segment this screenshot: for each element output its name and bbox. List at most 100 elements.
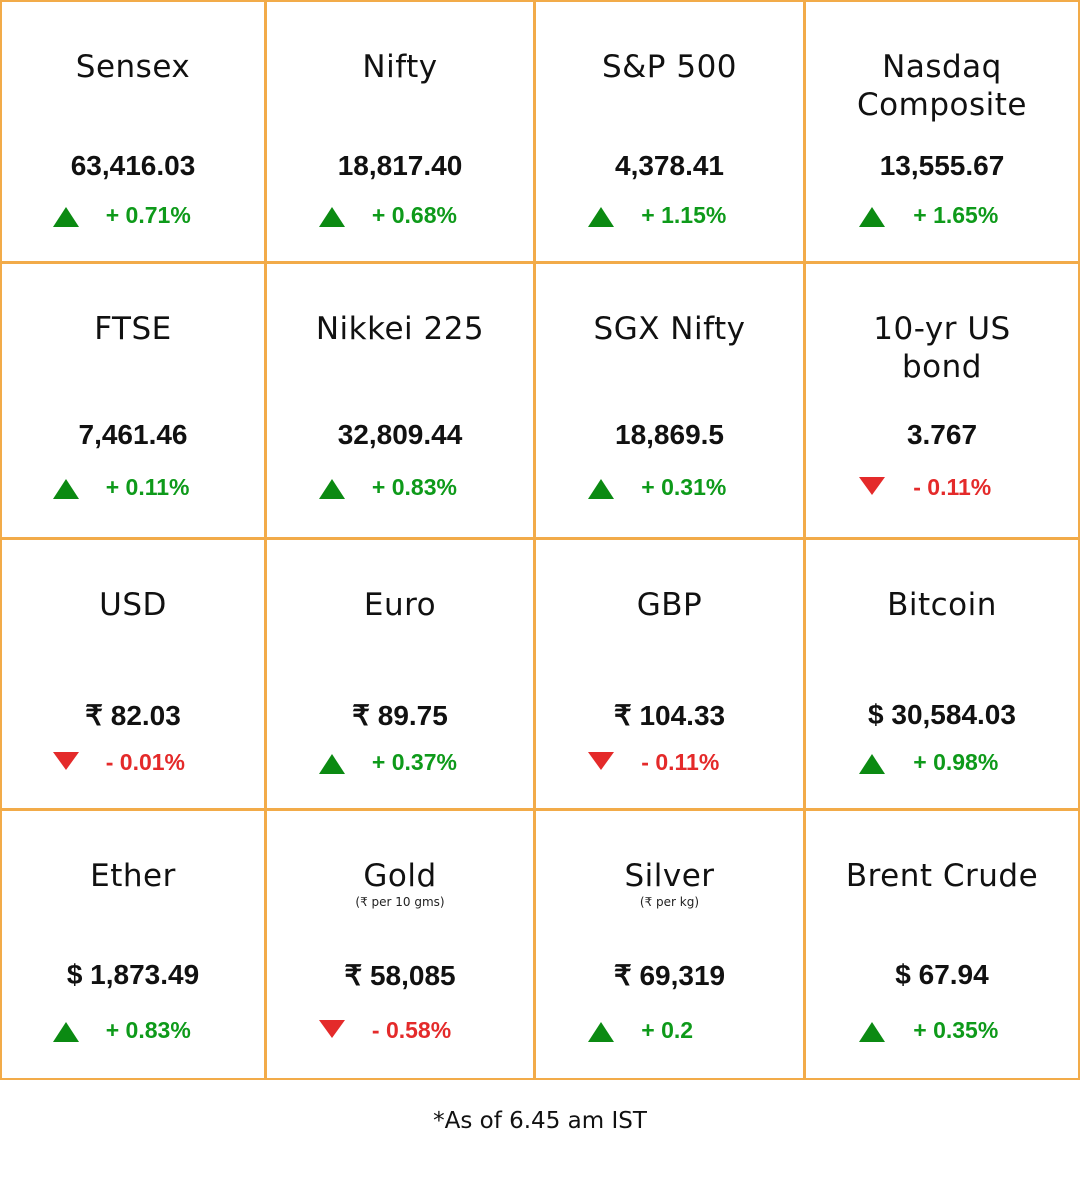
instrument-value: 18,869.5 xyxy=(615,419,724,450)
market-cell-silver: Silver (₹ per kg) ₹ 69,319 + 0.2 xyxy=(534,809,805,1080)
market-cell-sgx-nifty: SGX Nifty 18,869.5 + 0.31% xyxy=(534,262,805,539)
instrument-value: ₹ 69,319 xyxy=(613,960,726,991)
change-percent: + 0.68% xyxy=(371,202,457,228)
change-percent: + 0.83% xyxy=(105,1017,191,1043)
instrument-unit: (₹ per kg) xyxy=(639,895,700,909)
instrument-value: $ 30,584.03 xyxy=(868,699,1016,730)
instrument-value: 7,461.46 xyxy=(78,419,188,450)
instrument-name: Ether xyxy=(90,858,176,894)
change-row: + 0.31% xyxy=(536,474,803,504)
change-row: + 0.83% xyxy=(2,1017,264,1047)
change-row: + 0.98% xyxy=(806,749,1078,779)
arrow-up-icon xyxy=(52,207,79,227)
change-percent: + 0.83% xyxy=(371,474,457,500)
instrument-value: 3.767 xyxy=(906,419,978,450)
market-cell-gbp: GBP ₹ 104.33 - 0.11% xyxy=(534,538,805,810)
market-cell-nasdaq-composite: Nasdaq Composite 13,555.67 + 1.65% xyxy=(804,0,1080,263)
market-cell-sensex: Sensex 63,416.03 + 0.71% xyxy=(0,0,266,263)
instrument-name: Sensex xyxy=(75,49,191,85)
arrow-up-icon xyxy=(318,479,345,499)
change-row: + 0.2 xyxy=(536,1017,803,1047)
instrument-unit: (₹ per 10 gms) xyxy=(355,895,445,909)
change-percent: - 0.11% xyxy=(913,474,992,500)
market-cell-gold: Gold (₹ per 10 gms) ₹ 58,085 - 0.58% xyxy=(265,809,535,1080)
arrow-up-icon xyxy=(587,1022,614,1042)
arrow-up-icon xyxy=(859,754,885,774)
instrument-value: 4,378.41 xyxy=(615,150,724,181)
change-percent: - 0.01% xyxy=(105,749,185,775)
instrument-value: 18,817.40 xyxy=(337,150,463,181)
market-cell-bitcoin: Bitcoin $ 30,584.03 + 0.98% xyxy=(804,538,1080,810)
instrument-name: Gold xyxy=(363,858,437,894)
change-row: - 0.01% xyxy=(2,749,264,779)
instrument-value: ₹ 89.75 xyxy=(352,700,448,731)
change-percent: + 1.65% xyxy=(913,202,999,228)
instrument-value: 63,416.03 xyxy=(70,150,196,181)
change-row: - 0.11% xyxy=(806,474,1078,504)
arrow-up-icon xyxy=(318,207,345,227)
instrument-value: ₹ 104.33 xyxy=(613,700,726,731)
instrument-value: ₹ 82.03 xyxy=(85,700,181,731)
instrument-name: GBP xyxy=(636,587,703,623)
instrument-name: USD xyxy=(99,587,167,623)
market-cell-nikkei-225: Nikkei 225 32,809.44 + 0.83% xyxy=(265,262,535,539)
instrument-value: ₹ 58,085 xyxy=(344,960,456,991)
change-percent: + 1.15% xyxy=(641,202,727,228)
instrument-value: 32,809.44 xyxy=(337,419,463,450)
instrument-name: Nasdaq Composite xyxy=(857,49,1027,123)
market-cell-ftse: FTSE 7,461.46 + 0.11% xyxy=(0,262,266,539)
change-percent: - 0.58% xyxy=(371,1017,452,1043)
arrow-down-icon xyxy=(587,752,614,770)
instrument-name: FTSE xyxy=(94,311,172,347)
arrow-up-icon xyxy=(587,207,614,227)
instrument-value: $ 1,873.49 xyxy=(66,959,200,990)
instrument-name: SGX Nifty xyxy=(593,311,746,347)
instrument-name: Euro xyxy=(363,587,437,623)
change-percent: + 0.2 xyxy=(641,1017,694,1043)
instrument-name: Brent Crude xyxy=(845,858,1039,894)
change-row: + 0.71% xyxy=(2,202,264,232)
arrow-up-icon xyxy=(587,479,614,499)
change-percent: + 0.11% xyxy=(105,474,190,500)
market-cell-ether: Ether $ 1,873.49 + 0.83% xyxy=(0,809,266,1080)
change-row: + 0.37% xyxy=(267,749,533,779)
market-cell-euro: Euro ₹ 89.75 + 0.37% xyxy=(265,538,535,810)
change-row: + 0.68% xyxy=(267,202,533,232)
change-percent: + 0.37% xyxy=(371,749,457,775)
market-cell-usd: USD ₹ 82.03 - 0.01% xyxy=(0,538,266,810)
change-row: + 1.65% xyxy=(806,202,1078,232)
change-percent: + 0.31% xyxy=(641,474,727,500)
arrow-up-icon xyxy=(52,479,79,499)
market-cell-s-p-500: S&P 500 4,378.41 + 1.15% xyxy=(534,0,805,263)
instrument-name: Nikkei 225 xyxy=(315,311,485,347)
change-row: + 0.11% xyxy=(2,474,264,504)
market-cell-10-yr-us-bond: 10-yr US bond 3.767 - 0.11% xyxy=(804,262,1080,539)
market-grid: Sensex 63,416.03 + 0.71% Nifty 18,817.40 + 0.… xyxy=(0,0,1080,1080)
change-row: - 0.58% xyxy=(267,1017,533,1047)
arrow-up-icon xyxy=(52,1022,79,1042)
footnote: *As of 6.45 am IST xyxy=(433,1108,647,1134)
change-percent: - 0.11% xyxy=(641,749,720,775)
instrument-name: Silver xyxy=(624,858,715,894)
instrument-value: $ 67.94 xyxy=(895,959,989,990)
change-percent: + 0.35% xyxy=(913,1017,999,1043)
instrument-name: 10-yr US bond xyxy=(873,311,1011,385)
arrow-down-icon xyxy=(859,477,885,495)
change-percent: + 0.98% xyxy=(913,749,999,775)
market-cell-nifty: Nifty 18,817.40 + 0.68% xyxy=(265,0,535,263)
arrow-down-icon xyxy=(318,1020,345,1038)
change-row: + 0.83% xyxy=(267,474,533,504)
arrow-up-icon xyxy=(859,207,885,227)
arrow-down-icon xyxy=(52,752,79,770)
change-row: - 0.11% xyxy=(536,749,803,779)
instrument-value: 13,555.67 xyxy=(879,150,1005,181)
instrument-name: Nifty xyxy=(362,49,438,85)
instrument-name: S&P 500 xyxy=(601,49,738,85)
change-percent: + 0.71% xyxy=(105,202,191,228)
change-row: + 1.15% xyxy=(536,202,803,232)
arrow-up-icon xyxy=(318,754,345,774)
arrow-up-icon xyxy=(859,1022,885,1042)
market-cell-brent-crude: Brent Crude $ 67.94 + 0.35% xyxy=(804,809,1080,1080)
instrument-name: Bitcoin xyxy=(887,587,997,623)
change-row: + 0.35% xyxy=(806,1017,1078,1047)
